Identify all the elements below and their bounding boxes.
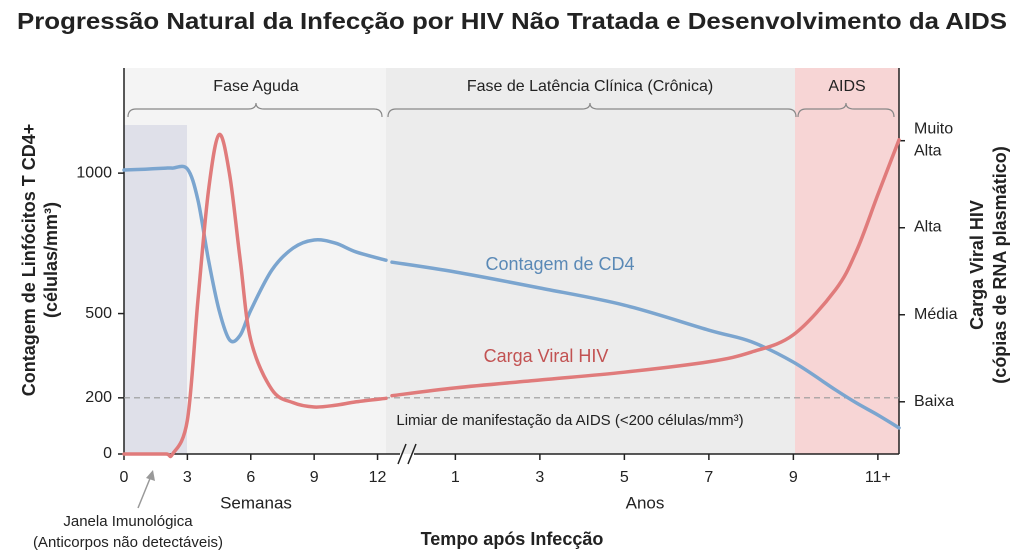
data-line <box>390 260 901 430</box>
phase-brace <box>127 102 383 118</box>
x-tick-label: 0 <box>120 469 129 486</box>
y2-tick-label: Média <box>914 306 958 323</box>
data-line <box>122 132 388 459</box>
axis-break <box>397 443 417 465</box>
y-tick-label: 200 <box>85 389 112 406</box>
y2-axis-title: Carga Viral HIV <box>967 200 987 330</box>
window-region <box>124 125 187 454</box>
x-tick-label: 9 <box>310 469 319 486</box>
data-line <box>390 138 901 398</box>
series-label: Contagem de CD4 <box>485 254 634 274</box>
data-line <box>122 164 388 344</box>
annotation-arrow-head <box>146 470 155 481</box>
threshold-label: Limiar de manifestação da AIDS (<200 cél… <box>396 412 743 429</box>
x-axis-title: Tempo após Infecção <box>421 529 604 549</box>
x-axis-label: Anos <box>626 493 665 512</box>
phase-label: AIDS <box>828 78 865 95</box>
x-tick-label: 3 <box>535 469 544 486</box>
y2-tick-label: Baixa <box>914 393 954 410</box>
x-tick-label: 6 <box>246 469 255 486</box>
x-tick-label: 9 <box>789 469 798 486</box>
annotation-arrow <box>137 475 152 509</box>
phase-label: Fase de Latência Clínica (Crônica) <box>467 78 713 95</box>
x-tick-label: 7 <box>704 469 713 486</box>
phase-label: Fase Aguda <box>213 78 299 95</box>
series-label: Carga Viral HIV <box>484 346 609 366</box>
y-tick-label: 500 <box>85 305 112 322</box>
aids-region <box>795 68 899 454</box>
y2-axis-title: (cópias de RNA plasmático) <box>990 146 1010 383</box>
chart-title: Progressão Natural da Infecção por HIV N… <box>17 8 1007 34</box>
y2-tick-label: Muito Alta <box>914 121 953 160</box>
annotation: (Anticorpos não detectáveis) <box>33 534 223 551</box>
annotation: Janela Imunológica <box>63 513 193 530</box>
x-axis-label: Semanas <box>220 493 292 512</box>
phase-brace <box>797 102 895 118</box>
y-tick-label: 1000 <box>76 164 112 181</box>
y-tick-label: 0 <box>103 445 112 462</box>
x-tick-label: 12 <box>369 469 387 486</box>
phase-brace <box>387 102 797 118</box>
y2-tick-label: Alta <box>914 219 942 236</box>
x-tick-label: 11+ <box>865 469 891 486</box>
x-tick-label: 5 <box>620 469 629 486</box>
y-axis-title: (células/mm³) <box>41 202 61 318</box>
x-tick-label: 3 <box>183 469 192 486</box>
x-tick-label: 1 <box>451 469 460 486</box>
y-axis-title: Contagem de Linfócitos T CD4+ <box>19 124 39 397</box>
